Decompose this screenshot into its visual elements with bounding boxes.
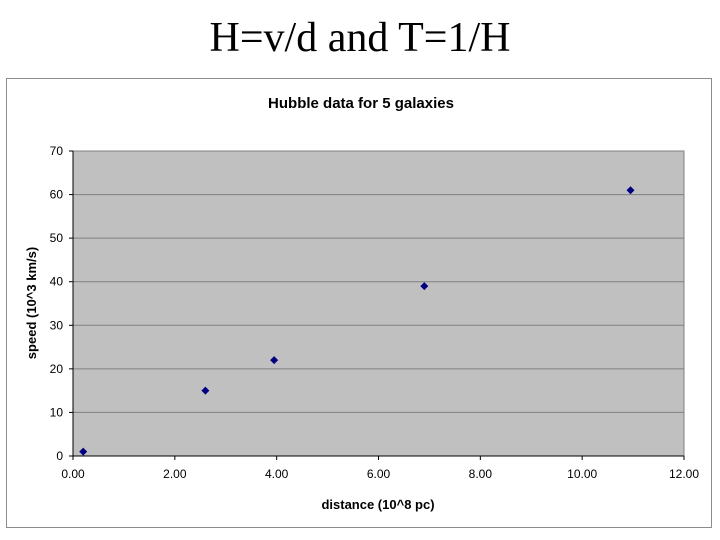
data-points [79, 186, 635, 456]
x-axis-label: distance (10^8 pc) [321, 497, 434, 512]
data-point [626, 186, 635, 195]
plot-area [72, 150, 685, 457]
x-tick-label: 2.00 [163, 467, 187, 481]
x-tick-label: 12.00 [669, 467, 699, 481]
x-axis-ticks: 0.00 2.00 4.00 6.00 8.00 10.00 12.00 [61, 151, 699, 481]
y-axis-ticks: 0 10 20 30 40 50 60 70 [50, 144, 73, 463]
chart-title: Hubble data for 5 galaxies [268, 95, 454, 112]
gridlines [73, 194, 684, 413]
x-tick-label: 8.00 [469, 467, 493, 481]
data-point [79, 447, 88, 456]
x-tick-label: 6.00 [367, 467, 391, 481]
y-tick-label: 50 [50, 231, 64, 245]
x-tick-label: 10.00 [567, 467, 597, 481]
x-tick-label: 0.00 [61, 467, 85, 481]
data-point [201, 386, 210, 395]
y-tick-label: 40 [50, 275, 64, 289]
y-tick-label: 10 [50, 405, 64, 419]
slide-title: H=v/d and T=1/H [209, 15, 511, 61]
data-point [420, 282, 429, 291]
y-tick-label: 20 [50, 362, 64, 376]
data-point [270, 356, 279, 365]
y-tick-label: 30 [50, 318, 64, 332]
y-tick-label: 0 [56, 449, 63, 463]
y-axis-label: speed (10^3 km/s) [24, 247, 39, 359]
y-tick-label: 60 [50, 188, 64, 202]
x-tick-label: 4.00 [265, 467, 289, 481]
y-tick-label: 70 [50, 144, 64, 158]
